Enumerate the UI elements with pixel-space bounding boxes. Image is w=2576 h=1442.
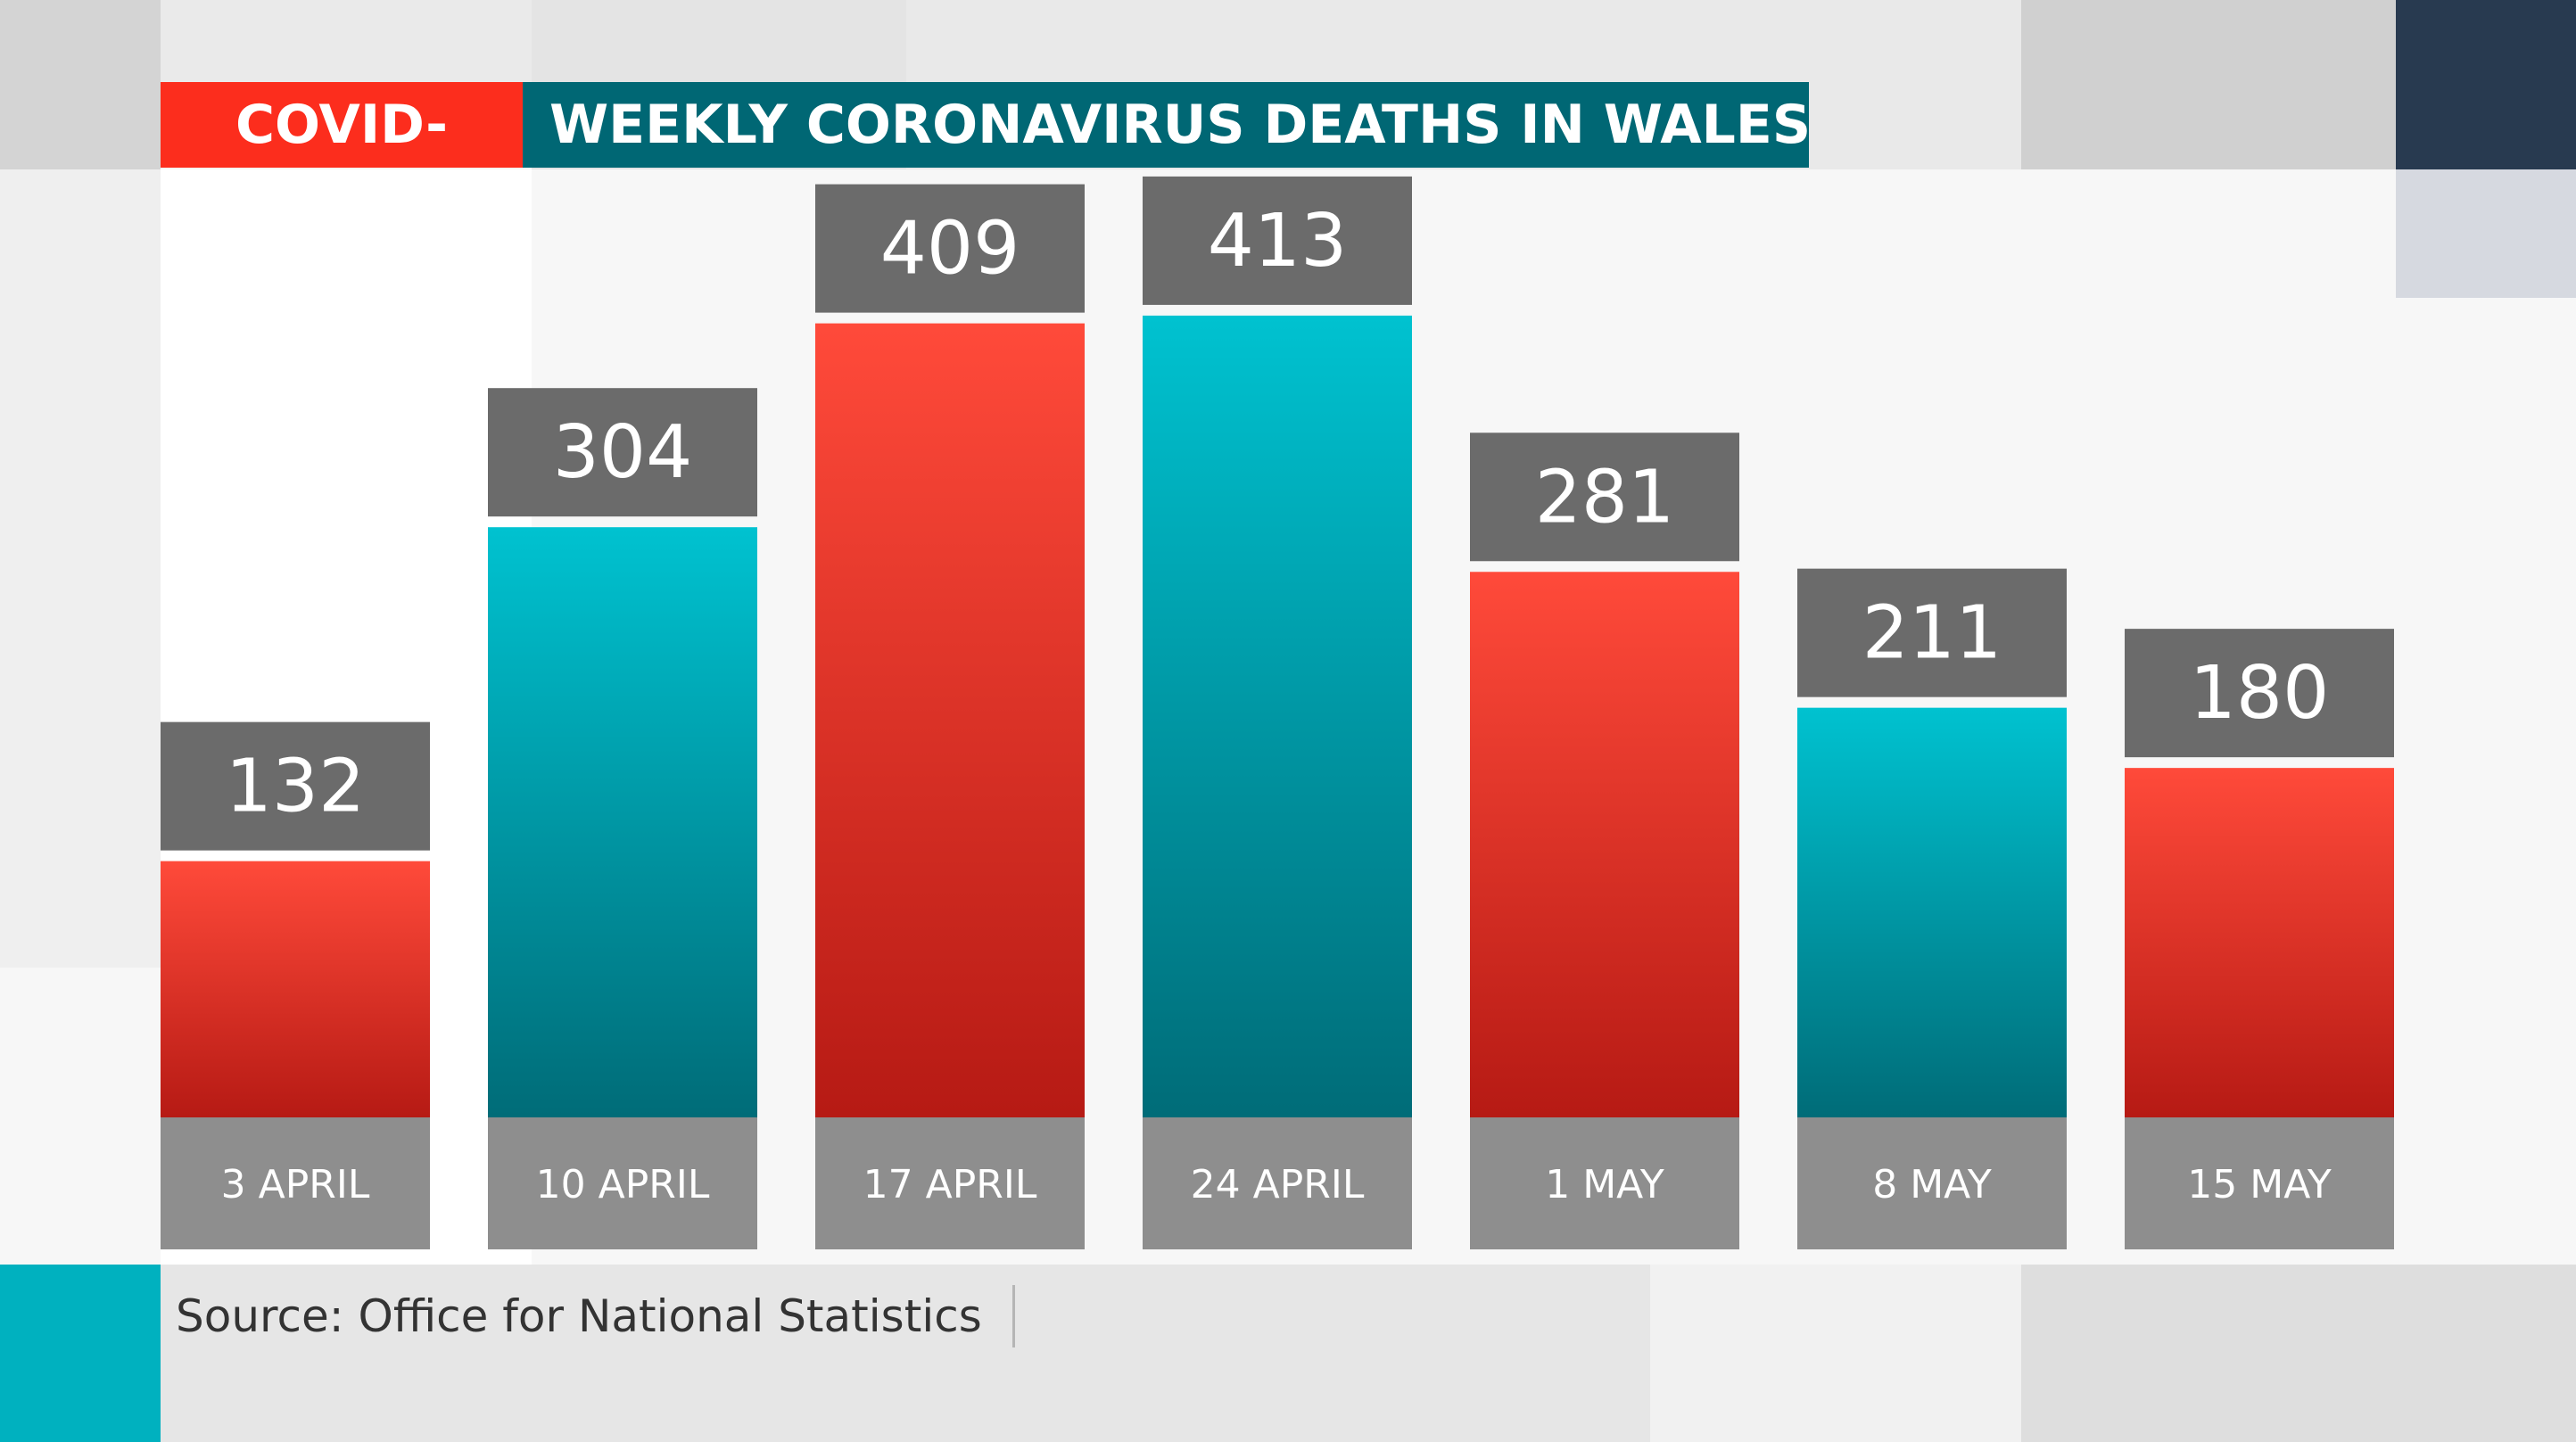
- bar: [161, 861, 430, 1117]
- category-label: 10 APRIL: [536, 1162, 710, 1207]
- bg-tile: [2021, 1265, 2576, 1442]
- category-label-box: [2125, 1117, 2394, 1249]
- chart-header: COVID-19 WEEKLY CORONAVIRUS DEATHS IN WA…: [161, 82, 1811, 242]
- category-label-box: [161, 1117, 430, 1249]
- category-label-box: [1797, 1117, 2067, 1249]
- bg-tile: [2021, 0, 2396, 169]
- value-label: 132: [226, 745, 366, 829]
- category-label-box: [488, 1117, 757, 1249]
- value-label: 281: [1535, 455, 1675, 540]
- value-label-box: [2125, 629, 2394, 758]
- value-label: 304: [553, 410, 693, 495]
- bar: [488, 527, 757, 1117]
- covid-tag: COVID-19: [161, 82, 523, 242]
- category-label-box: [1470, 1117, 1739, 1249]
- bar: [815, 323, 1085, 1117]
- value-label-box: [161, 721, 430, 851]
- source-note: Source: Office for National Statistics: [176, 1285, 1015, 1347]
- value-label-box: [1797, 568, 2067, 697]
- category-label: 3 APRIL: [221, 1162, 370, 1207]
- value-label-box: [1470, 433, 1739, 562]
- category-label: 1 MAY: [1545, 1162, 1664, 1207]
- value-label: 211: [1862, 591, 2002, 676]
- value-label: 180: [2190, 651, 2330, 736]
- bar: [1470, 572, 1739, 1117]
- value-label: 409: [880, 207, 1020, 292]
- bar: [2125, 768, 2394, 1117]
- bar: [1797, 707, 2067, 1117]
- value-label: 413: [1208, 199, 1348, 284]
- value-label-box: [815, 184, 1085, 313]
- category-label: 15 MAY: [2187, 1162, 2332, 1207]
- bg-tile: [0, 169, 161, 968]
- category-label-box: [815, 1117, 1085, 1249]
- category-label: 24 APRIL: [1191, 1162, 1365, 1207]
- value-label-box: [1143, 176, 1412, 305]
- bg-tile: [2396, 169, 2576, 298]
- bg-tile: [0, 0, 161, 169]
- corner-navy-tile: [2396, 0, 2576, 169]
- bars-layer: 132 3 APRIL 304 10 APRIL 409 17 APRIL 413 24 AP…: [161, 176, 2394, 1249]
- chart-title: WEEKLY CORONAVIRUS DEATHS IN WALES: [523, 82, 1811, 168]
- category-label: 8 MAY: [1872, 1162, 1992, 1207]
- bar: [1143, 315, 1412, 1117]
- bg-tile: [161, 0, 532, 82]
- value-label-box: [488, 388, 757, 517]
- category-label-box: [1143, 1117, 1412, 1249]
- bg-tile: [1650, 1265, 2021, 1442]
- category-label: 17 APRIL: [863, 1162, 1037, 1207]
- teal-corner-tile: [0, 1265, 161, 1442]
